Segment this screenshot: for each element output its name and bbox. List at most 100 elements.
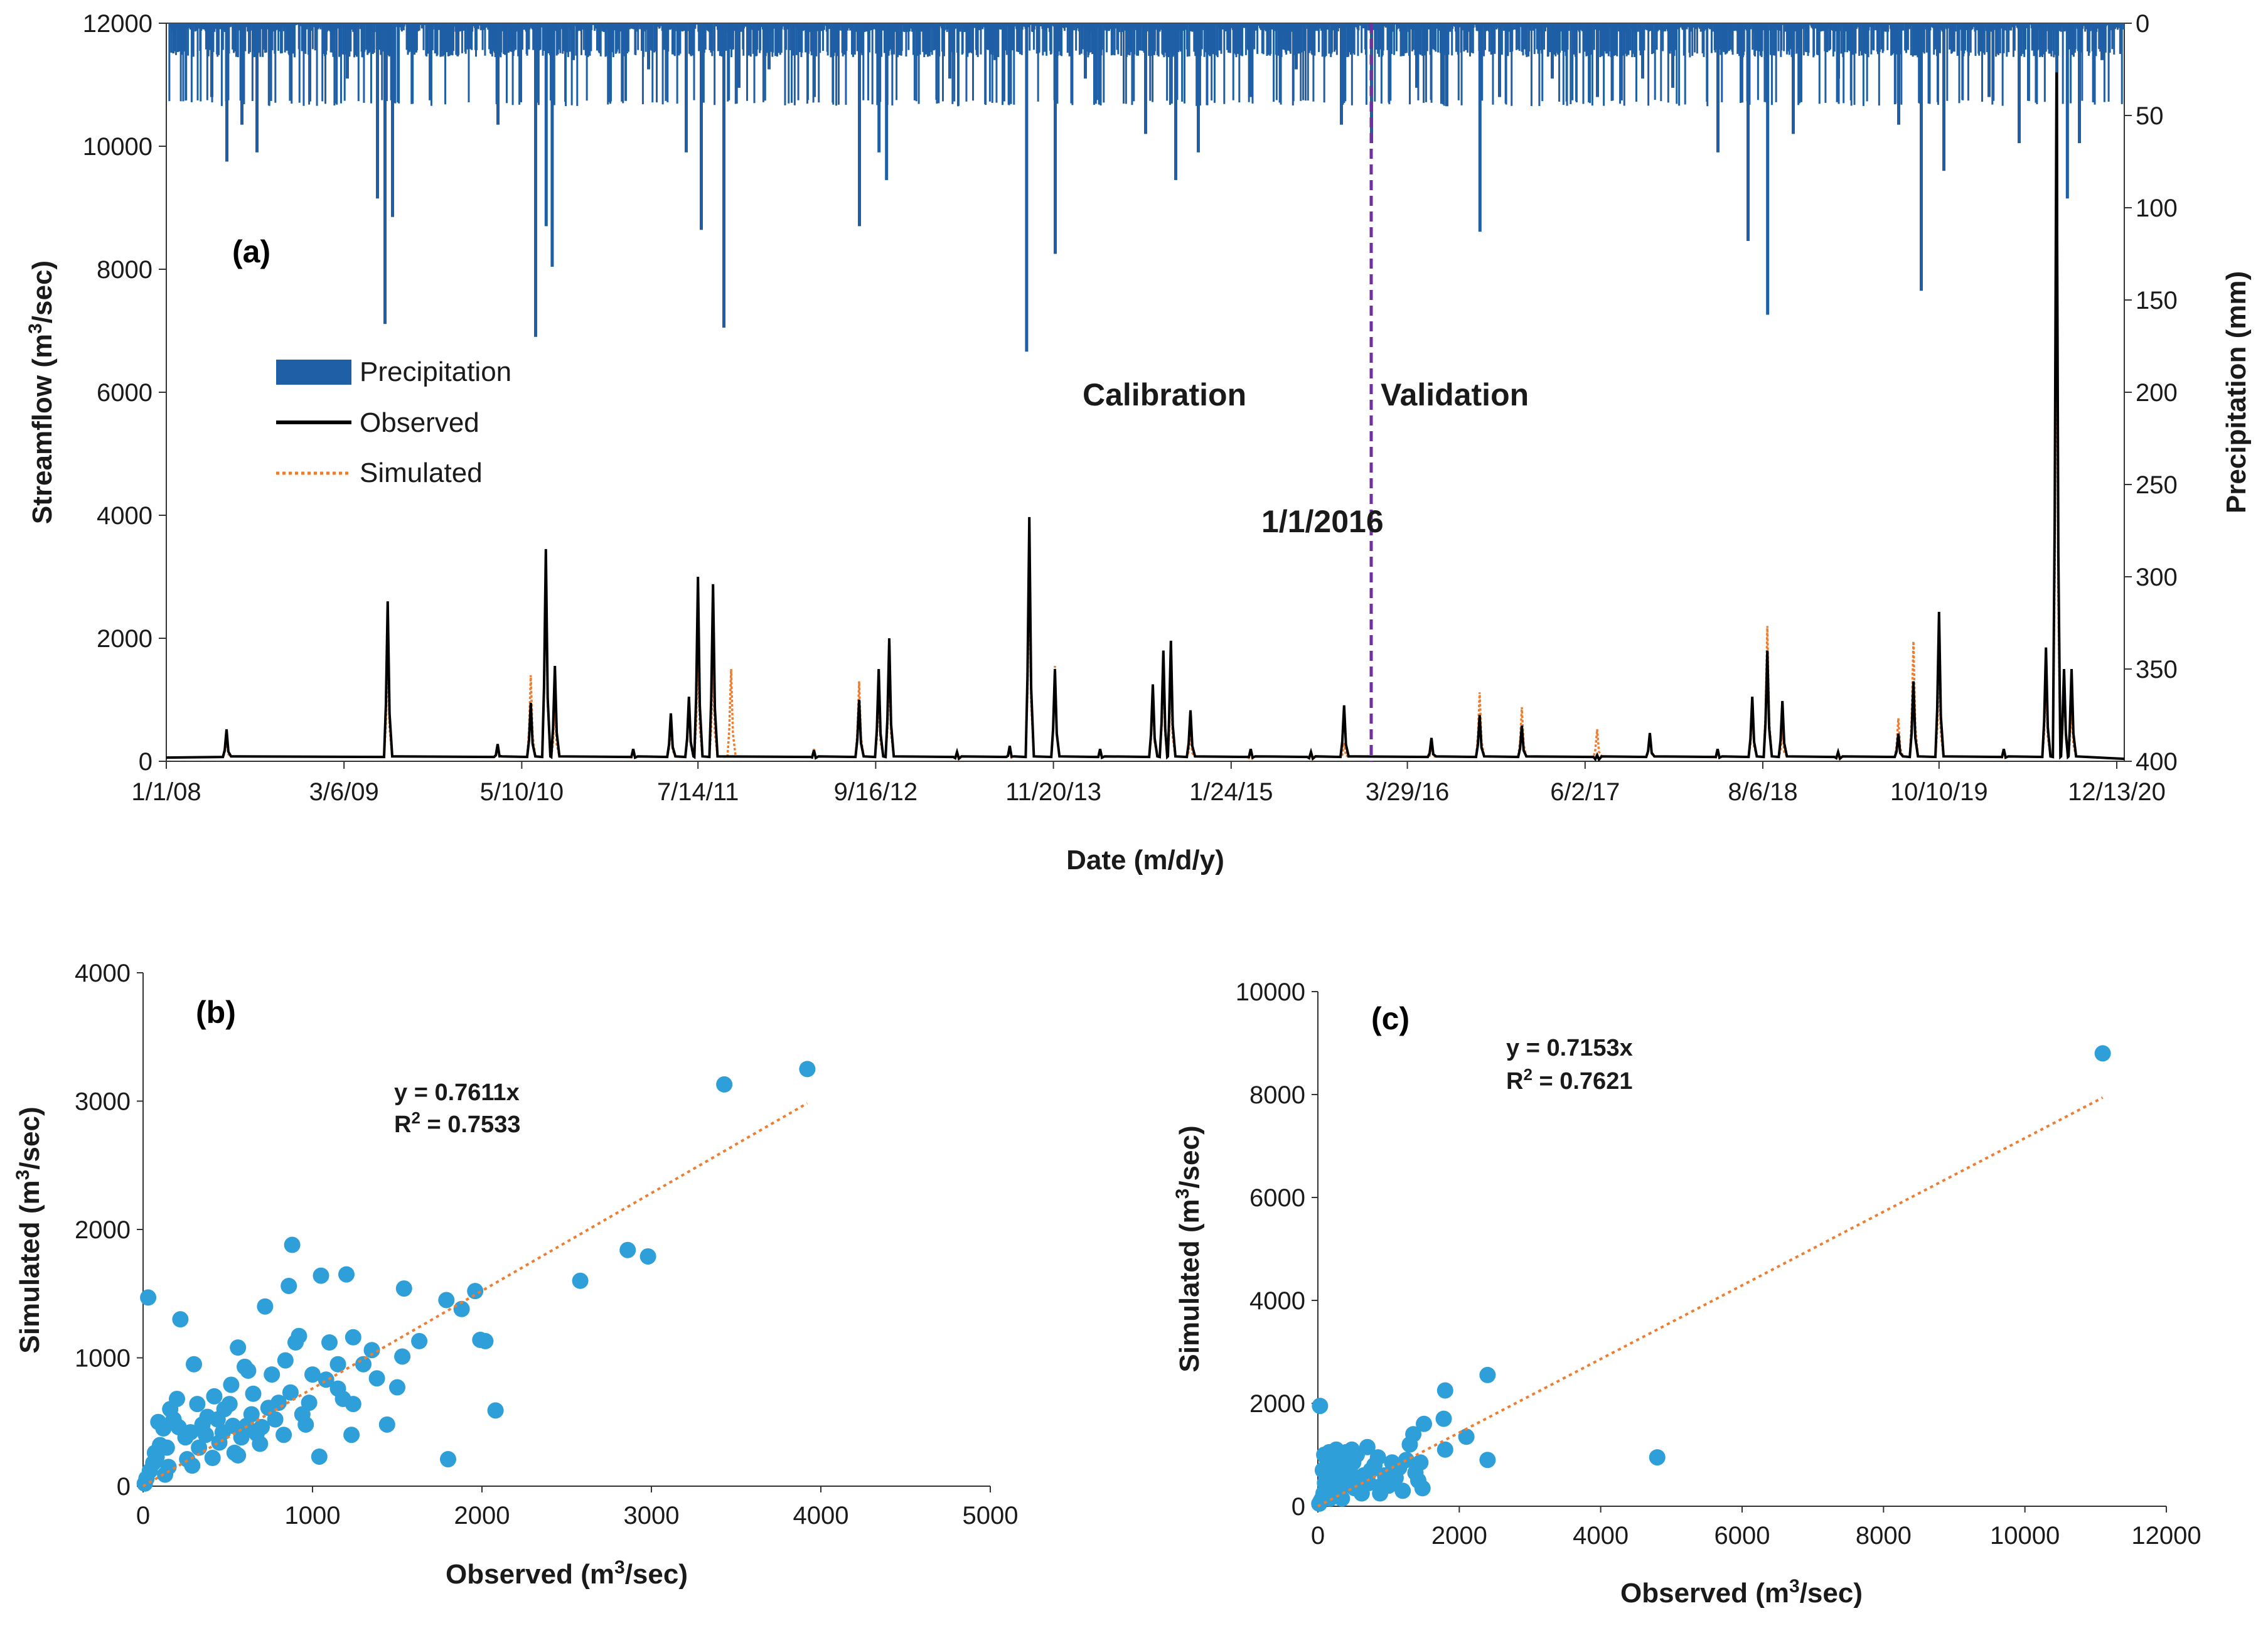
panel-b-data-point [311,1449,328,1465]
precipitation-bar [496,23,500,125]
precipitation-bar [200,23,201,102]
precipitation-bar [1859,23,1861,51]
precipitation-bar [545,23,548,226]
precipitation-bar [376,23,379,198]
precipitation-bar [1152,23,1153,102]
precipitation-bar [572,23,575,60]
precipitation-bar [1780,23,1782,50]
panel-a-right-tick-label: 150 [2136,287,2178,314]
precipitation-bar [1541,23,1543,101]
precipitation-bar [1295,23,1298,70]
precipitation-bar [2105,23,2107,53]
precipitation-bar [1305,23,1307,100]
precipitation-bar [1819,23,1821,104]
precipitation-bar [1603,23,1605,106]
panel-b-data-point [716,1076,732,1093]
precipitation-bar [1942,23,1945,171]
panel-a-x-tick-label: 6/2/17 [1550,778,1620,806]
precipitation-bar [1792,23,1795,134]
precipitation-bar [1140,23,1142,51]
panel-a-right-tick-label: 350 [2136,656,2178,683]
precipitation-bar [1174,23,1177,180]
precipitation-bar [318,23,319,28]
precipitation-bar [662,23,664,104]
panel-c-x-tick-label: 2000 [1431,1522,1487,1550]
precipitation-bars [168,23,2124,351]
precipitation-bar [255,23,259,153]
precipitation-bar [2123,23,2125,29]
precipitation-bar [1019,23,1021,54]
panel-c-data-point [1479,1452,1495,1468]
precipitation-bar [1144,23,1147,134]
panel-a-legend: Precipitation Observed Simulated [276,356,511,488]
panel-b-y-tick-label: 4000 [75,960,131,987]
precipitation-bar [1039,23,1040,52]
precipitation-bar [953,23,955,102]
precipitation-bar [700,23,703,230]
precipitation-bar [637,23,639,50]
precipitation-bar [972,23,974,100]
panel-b-data-point [172,1311,188,1327]
panel-b-y-tick-label: 2000 [75,1216,131,1244]
panel-a-y-tick-label: 8000 [97,256,152,284]
panel-b-data-point [472,1332,488,1348]
panel-a-right-tick-label: 100 [2136,195,2178,222]
panel-a-x-tick-label: 11/20/13 [1005,778,1101,806]
precipitation-bar [1987,23,1991,97]
panel-a-right-tick-label: 0 [2136,10,2149,38]
panel-b-data-point [343,1427,360,1443]
panel-b-data-point [237,1359,253,1375]
panel-c-y-tick-label: 4000 [1249,1287,1305,1315]
panel-c-y-tick-label: 2000 [1249,1390,1305,1418]
precipitation-bar [1775,23,1777,102]
panel-a-x-tick-label: 1/24/15 [1189,778,1273,806]
panel-c-data-point [1437,1383,1453,1399]
precipitation-bar [958,23,960,106]
precipitation-bar [938,23,940,56]
precipitation-bar [274,23,276,103]
panel-b-data-point [147,1445,163,1461]
panel-c-data-point [1328,1442,1344,1458]
panel-c-data-point [1394,1482,1411,1499]
panel-b-data-point [572,1273,589,1289]
panel-b-data-point [338,1267,355,1283]
precipitation-bar [2062,23,2064,104]
precipitation-bar [522,23,523,50]
precipitation-bar [788,23,789,104]
precipitation-bar [1061,23,1062,56]
precipitation-bar [1461,23,1463,105]
precipitation-bar [240,23,243,125]
precipitation-bar [1923,23,1925,53]
precipitation-bar [1069,23,1071,56]
panel-b-data-point [189,1396,205,1412]
precipitation-bar [1732,23,1734,55]
panel-c-data-point [1479,1367,1495,1383]
precipitation-bar [1959,23,1960,103]
panel-c-equation: y = 0.7153x [1506,1035,1633,1061]
precipitation-bar [1844,23,1846,52]
precipitation-bar [1400,23,1402,56]
precipitation-bar [1870,23,1872,55]
panel-a-y-tick-label: 4000 [97,502,152,530]
precipitation-bar [244,23,246,51]
panel-c-data-point [1649,1449,1666,1465]
panel-b-data-point [438,1292,454,1308]
precipitation-bar [1084,23,1087,78]
panel-b-data-point [210,1411,226,1428]
precipitation-bar [1920,23,1923,291]
precipitation-bar [1691,23,1693,56]
precipitation-bar [1740,23,1741,103]
precipitation-bar [993,23,997,60]
precipitation-bar [1276,23,1278,100]
panel-c-x-tick-label: 4000 [1573,1522,1629,1550]
panel-b-data-point [137,1475,153,1492]
panel-b-data-point [275,1427,292,1443]
precipitation-bar [1803,23,1805,55]
precipitation-bar [1197,23,1200,153]
precipitation-bar [1025,23,1028,351]
precipitation-bar [1526,23,1527,57]
precipitation-bar [1409,23,1411,104]
